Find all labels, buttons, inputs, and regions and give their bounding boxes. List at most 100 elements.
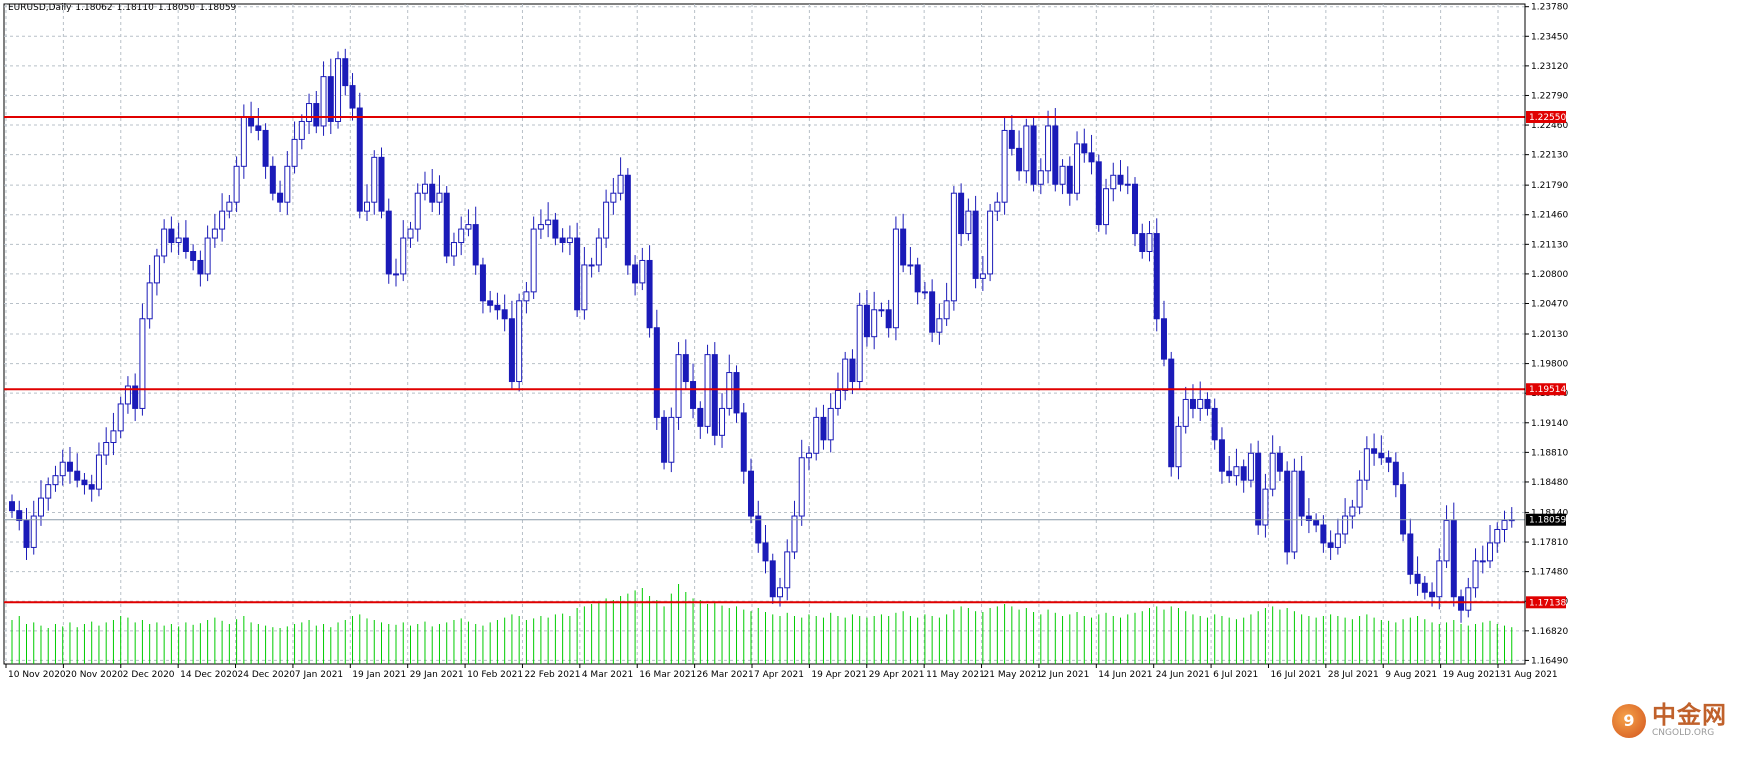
- candle-body-bull[interactable]: [813, 416, 820, 454]
- candle-body-bear[interactable]: [277, 192, 284, 203]
- candle-body-bear[interactable]: [1132, 183, 1139, 235]
- candle-body-bear[interactable]: [182, 237, 189, 253]
- candle-body-bull[interactable]: [516, 300, 523, 383]
- candle-body-bull[interactable]: [1472, 560, 1479, 589]
- candle-body-bull[interactable]: [545, 219, 552, 226]
- candle-body-bear[interactable]: [1226, 470, 1233, 477]
- candle-body-bull[interactable]: [45, 484, 52, 499]
- candle-body-bear[interactable]: [1400, 484, 1407, 535]
- candle-body-bull[interactable]: [30, 515, 37, 548]
- candle-body-bear[interactable]: [972, 210, 979, 279]
- candle-body-bull[interactable]: [921, 291, 928, 294]
- candle-body-bull[interactable]: [595, 237, 602, 266]
- candle-body-bear[interactable]: [552, 219, 559, 239]
- candle-body-bull[interactable]: [726, 372, 733, 409]
- candle-body-bull[interactable]: [226, 201, 233, 212]
- candle-body-bear[interactable]: [313, 103, 320, 127]
- candle-body-bull[interactable]: [407, 228, 414, 239]
- candle-body-bear[interactable]: [1327, 542, 1334, 548]
- candle-body-bull[interactable]: [436, 192, 443, 203]
- candle-body-bear[interactable]: [1298, 470, 1305, 517]
- candle-body-bull[interactable]: [1291, 470, 1298, 553]
- candle-body-bear[interactable]: [1211, 407, 1218, 441]
- candle-body-bear[interactable]: [632, 264, 639, 284]
- candle-body-bull[interactable]: [1124, 183, 1131, 186]
- candle-body-bull[interactable]: [1363, 448, 1370, 481]
- candle-body-bear[interactable]: [1385, 457, 1392, 463]
- candle-body-bull[interactable]: [776, 587, 783, 598]
- candle-body-bull[interactable]: [284, 165, 291, 203]
- candle-body-bull[interactable]: [146, 282, 153, 320]
- candle-body-bear[interactable]: [472, 224, 479, 266]
- candle-body-bull[interactable]: [784, 551, 791, 589]
- candle-body-bear[interactable]: [197, 259, 204, 275]
- candle-body-bear[interactable]: [1378, 452, 1385, 459]
- candle-body-bull[interactable]: [805, 452, 812, 459]
- candle-body-bull[interactable]: [639, 259, 646, 284]
- candle-body-bear[interactable]: [682, 354, 689, 383]
- candle-body-bear[interactable]: [849, 358, 856, 383]
- candle-body-bear[interactable]: [733, 372, 740, 414]
- candle-body-bear[interactable]: [190, 251, 197, 261]
- candle-body-bear[interactable]: [1240, 466, 1247, 481]
- candle-body-bear[interactable]: [1204, 398, 1211, 409]
- candle-body-bull[interactable]: [530, 228, 537, 293]
- candle-body-bull[interactable]: [240, 116, 247, 167]
- candle-body-bull[interactable]: [1146, 233, 1153, 252]
- candle-body-bear[interactable]: [914, 264, 921, 293]
- candle-body-bull[interactable]: [936, 318, 943, 333]
- candle-body-bear[interactable]: [762, 542, 769, 562]
- candle-body-bull[interactable]: [175, 237, 182, 244]
- candle-body-bear[interactable]: [443, 192, 450, 257]
- candle-body-bear[interactable]: [1392, 461, 1399, 486]
- candle-body-bear[interactable]: [501, 309, 508, 320]
- candle-body-bull[interactable]: [878, 309, 885, 312]
- candle-body-bear[interactable]: [255, 125, 262, 131]
- candle-body-bear[interactable]: [1313, 520, 1320, 526]
- candle-body-bull[interactable]: [979, 273, 986, 279]
- candle-body-bull[interactable]: [320, 76, 327, 127]
- candle-body-bull[interactable]: [907, 264, 914, 267]
- candle-body-bear[interactable]: [1305, 515, 1312, 522]
- candle-body-bear[interactable]: [863, 304, 870, 338]
- candle-body-bull[interactable]: [719, 407, 726, 436]
- candle-body-bear[interactable]: [327, 76, 334, 122]
- candle-body-bull[interactable]: [1479, 560, 1486, 563]
- candle-body-bull[interactable]: [581, 264, 588, 311]
- candle-body-bull[interactable]: [834, 389, 841, 409]
- candle-body-bull[interactable]: [1465, 587, 1472, 611]
- candle-body-bear[interactable]: [958, 192, 965, 235]
- candle-body-bear[interactable]: [1095, 161, 1102, 226]
- candle-body-bull[interactable]: [110, 430, 117, 444]
- candle-body-bull[interactable]: [1023, 125, 1030, 172]
- candle-body-bull[interactable]: [791, 515, 798, 553]
- candle-body-bear[interactable]: [349, 85, 356, 109]
- candle-body-bear[interactable]: [378, 156, 385, 212]
- candle-body-bear[interactable]: [1255, 452, 1262, 526]
- candle-body-bull[interactable]: [95, 454, 102, 490]
- candle-body-bull[interactable]: [450, 242, 457, 257]
- candle-body-bear[interactable]: [1189, 398, 1196, 409]
- candle-body-bear[interactable]: [1160, 318, 1167, 360]
- candle-body-bear[interactable]: [1276, 452, 1283, 472]
- candle-body-bear[interactable]: [385, 210, 392, 275]
- candle-body-bear[interactable]: [1407, 533, 1414, 575]
- candle-body-bull[interactable]: [153, 255, 160, 284]
- candle-body-bear[interactable]: [885, 309, 892, 329]
- candle-body-bull[interactable]: [364, 201, 371, 212]
- candle-body-bear[interactable]: [356, 107, 363, 212]
- candle-body-bull[interactable]: [219, 210, 226, 230]
- candle-body-bear[interactable]: [1081, 143, 1088, 154]
- candle-body-bull[interactable]: [204, 237, 211, 275]
- candle-body-bull[interactable]: [335, 58, 342, 122]
- candle-body-bear[interactable]: [1450, 520, 1457, 598]
- candle-body-bear[interactable]: [1088, 152, 1095, 163]
- candle-body-bull[interactable]: [1110, 174, 1117, 190]
- candle-body-bull[interactable]: [1182, 398, 1189, 427]
- candle-body-bull[interactable]: [603, 201, 610, 239]
- candle-body-bear[interactable]: [574, 237, 581, 311]
- candle-body-bull[interactable]: [871, 309, 878, 338]
- candle-body-bear[interactable]: [1320, 524, 1327, 544]
- candle-body-bull[interactable]: [1197, 398, 1204, 409]
- candle-body-bull[interactable]: [1001, 129, 1008, 203]
